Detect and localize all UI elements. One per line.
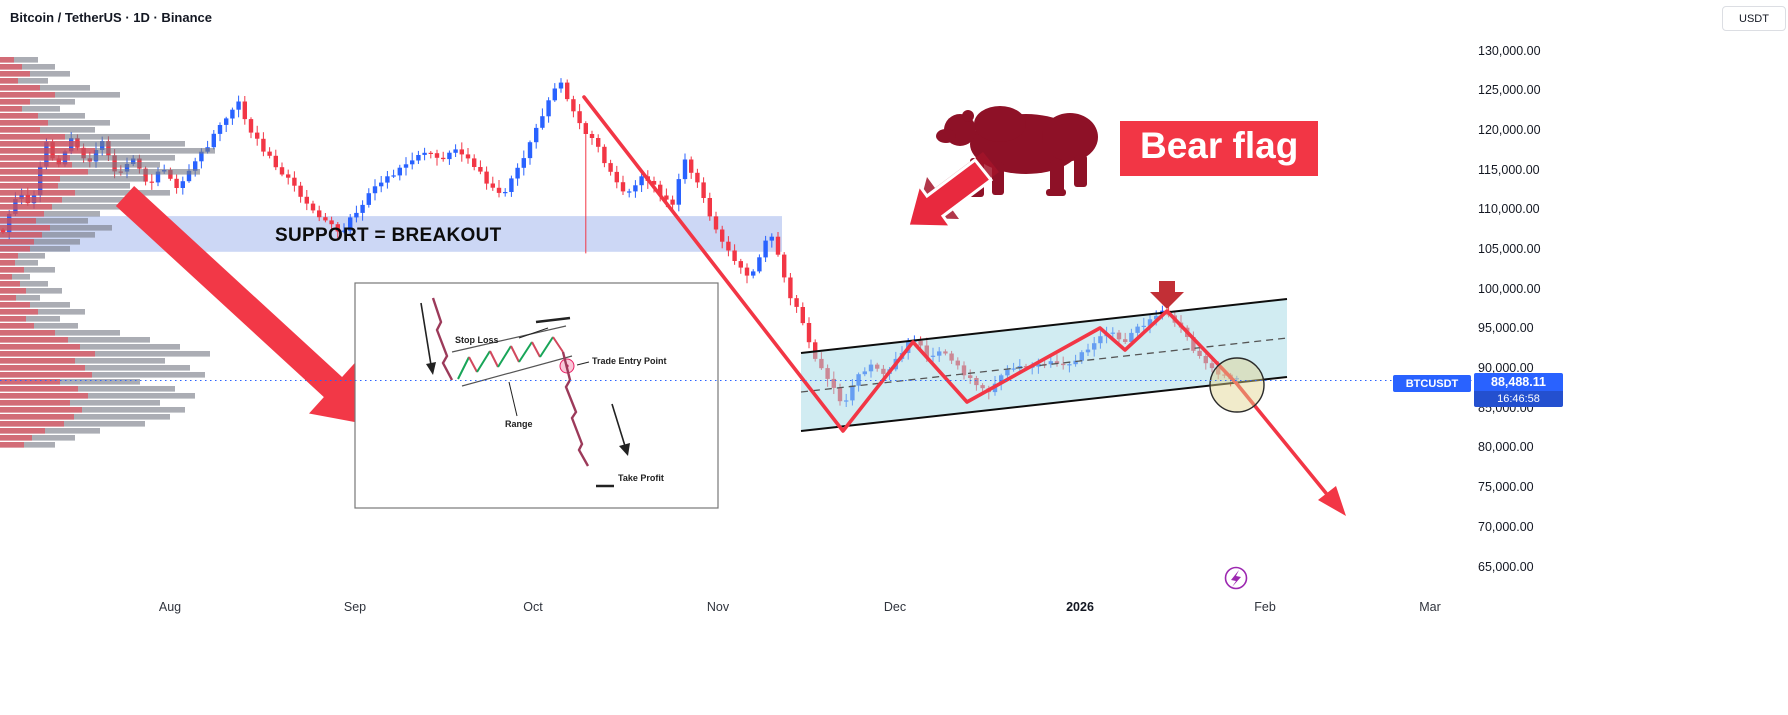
price-axis-label: 105,000.00 [1478,241,1541,256]
time-axis[interactable] [0,594,1472,634]
support-zone-band [0,216,782,252]
time-axis-label: Aug [158,600,182,614]
price-axis-label: 75,000.00 [1478,480,1534,495]
price-axis-label: 80,000.00 [1478,440,1534,455]
currency-toggle-button[interactable]: USDT [1722,6,1786,31]
time-axis-label: Dec [883,600,907,614]
price-axis-label: 100,000.00 [1478,281,1541,296]
symbol-price-tag: BTCUSDT [1393,375,1471,392]
price-axis-label: 110,000.00 [1478,202,1540,217]
inset-stop-loss-label: Stop Loss [455,335,499,345]
current-price-box: 88,488.11 16:46:58 [1474,373,1563,407]
price-axis-label: 90,000.00 [1478,361,1534,376]
lightning-badge-icon[interactable] [1224,566,1248,590]
symbol-title[interactable]: Bitcoin / TetherUS · 1D · Binance [10,10,213,25]
trend-arrowhead [1318,486,1346,516]
bar-countdown: 16:46:58 [1474,391,1563,407]
price-axis-label: 125,000.00 [1478,83,1541,98]
trend-zigzag-line[interactable] [582,95,1332,500]
bear-flag-label: Bear flag [1120,121,1319,176]
breakdown-highlight-circle [1209,357,1265,413]
support-breakout-label: SUPPORT = BREAKOUT [275,225,502,246]
time-axis-label: Feb [1254,600,1276,614]
price-axis-label: 95,000.00 [1478,321,1534,336]
current-price-value: 88,488.11 [1474,373,1563,391]
time-axis-label: Sep [343,600,367,614]
price-axis[interactable] [1472,0,1788,715]
bear-flag-inset-diagram: Stop Loss Trade Entry Point Range Take P… [354,282,719,509]
volume-profile [0,57,215,448]
price-axis-label: 70,000.00 [1478,519,1534,534]
time-axis-label: 2026 [1066,600,1094,614]
time-axis-label: Nov [706,600,730,614]
price-axis-label: 120,000.00 [1478,122,1541,137]
inset-entry-label: Trade Entry Point [592,356,667,366]
price-axis-label: 65,000.00 [1478,559,1534,574]
price-axis-label: 115,000.00 [1478,162,1540,177]
inset-range-label: Range [505,419,533,429]
down-block-arrow [1150,281,1184,309]
bear-flag-channel[interactable] [800,298,1288,432]
time-axis-label: Oct [523,600,543,614]
bear-down-arrow-icon [906,152,999,229]
inset-take-profit-label: Take Profit [618,473,664,483]
price-axis-label: 130,000.00 [1478,43,1541,58]
time-axis-label: Mar [1419,600,1441,614]
